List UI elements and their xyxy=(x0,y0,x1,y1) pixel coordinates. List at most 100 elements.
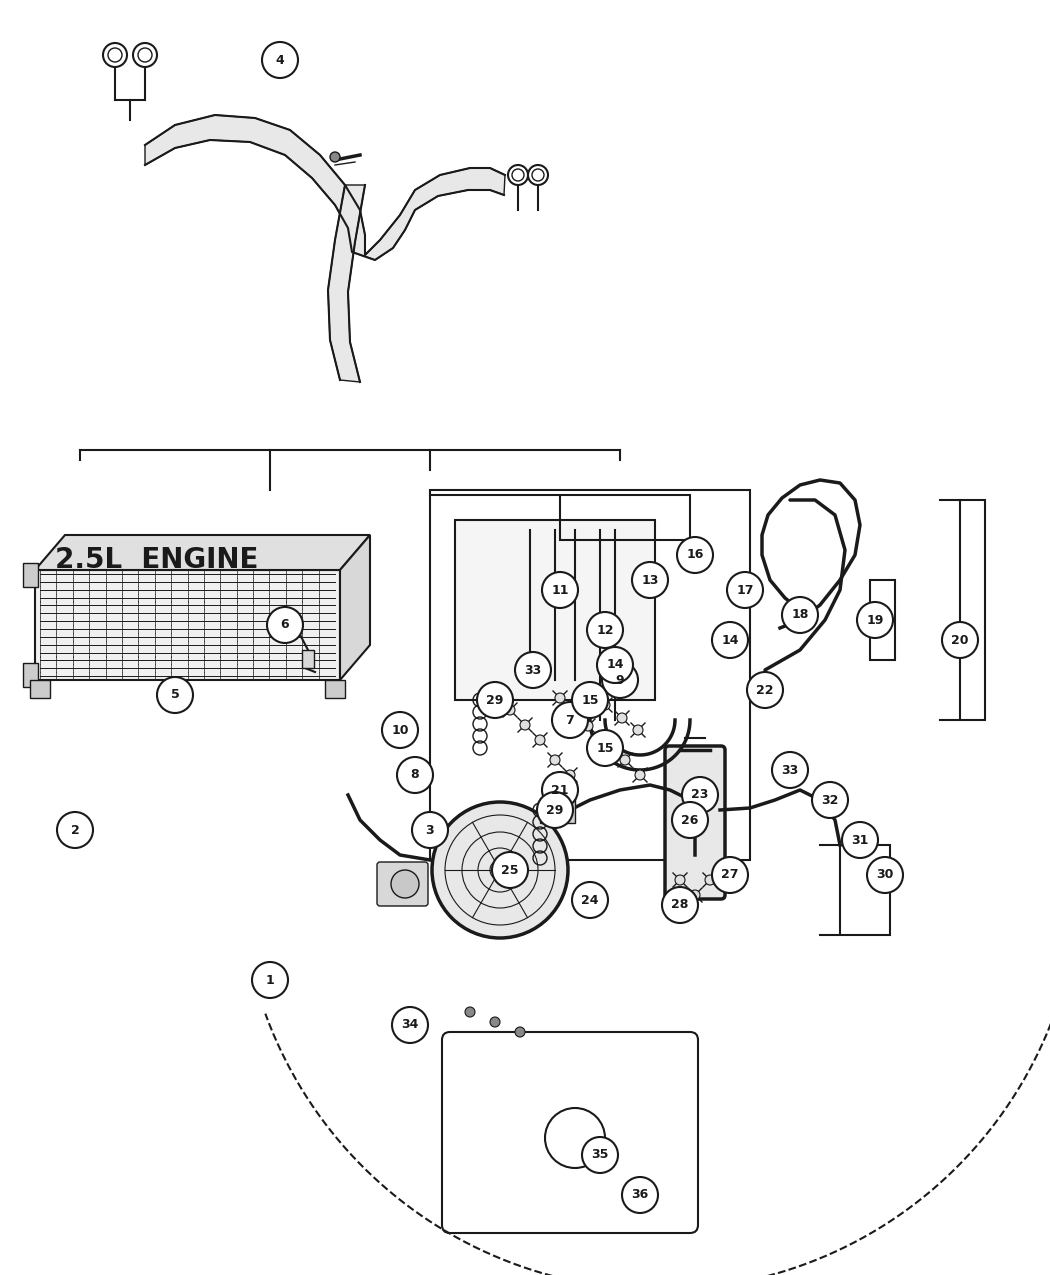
Text: 19: 19 xyxy=(866,613,884,626)
Circle shape xyxy=(512,170,524,181)
Circle shape xyxy=(772,752,808,788)
FancyBboxPatch shape xyxy=(377,862,428,907)
Bar xyxy=(30,680,50,697)
Circle shape xyxy=(635,770,645,780)
Circle shape xyxy=(555,775,565,785)
Circle shape xyxy=(508,164,528,185)
Circle shape xyxy=(382,711,418,748)
Circle shape xyxy=(570,708,580,717)
Text: 36: 36 xyxy=(631,1188,649,1201)
Circle shape xyxy=(552,703,588,738)
Bar xyxy=(430,490,750,861)
Text: 15: 15 xyxy=(582,694,598,706)
Circle shape xyxy=(397,757,433,793)
Circle shape xyxy=(617,713,627,723)
Text: 29: 29 xyxy=(486,694,504,706)
Circle shape xyxy=(330,152,340,162)
Circle shape xyxy=(600,700,610,710)
Text: 11: 11 xyxy=(551,584,569,597)
Circle shape xyxy=(432,802,568,938)
Text: 25: 25 xyxy=(501,863,519,876)
Circle shape xyxy=(158,677,193,713)
Text: 30: 30 xyxy=(877,868,894,881)
Text: 15: 15 xyxy=(596,742,614,755)
Text: 8: 8 xyxy=(411,769,419,782)
Text: 17: 17 xyxy=(736,584,754,597)
Circle shape xyxy=(572,682,608,718)
Circle shape xyxy=(514,1026,525,1037)
Circle shape xyxy=(727,572,763,608)
Bar xyxy=(302,650,314,668)
Circle shape xyxy=(108,48,122,62)
Circle shape xyxy=(133,43,158,68)
Bar xyxy=(23,663,38,687)
Circle shape xyxy=(465,1007,475,1017)
Text: 2.5L  ENGINE: 2.5L ENGINE xyxy=(55,546,258,574)
FancyBboxPatch shape xyxy=(665,746,724,899)
Bar xyxy=(560,495,690,541)
Circle shape xyxy=(857,602,892,638)
Circle shape xyxy=(542,572,578,608)
Circle shape xyxy=(620,755,630,765)
Circle shape xyxy=(528,164,548,185)
Circle shape xyxy=(537,792,573,827)
Text: 3: 3 xyxy=(425,824,435,836)
Circle shape xyxy=(492,852,528,887)
Circle shape xyxy=(252,963,288,998)
Text: 14: 14 xyxy=(721,634,739,646)
Text: 5: 5 xyxy=(170,688,180,701)
Circle shape xyxy=(782,597,818,632)
Polygon shape xyxy=(340,536,370,680)
Circle shape xyxy=(505,705,514,715)
Circle shape xyxy=(550,755,560,765)
Bar xyxy=(960,500,985,720)
Circle shape xyxy=(391,870,419,898)
Circle shape xyxy=(542,771,578,808)
Circle shape xyxy=(675,875,685,885)
Text: 32: 32 xyxy=(821,793,839,807)
Circle shape xyxy=(392,1007,428,1043)
Circle shape xyxy=(677,537,713,572)
Circle shape xyxy=(532,170,544,181)
Text: 2: 2 xyxy=(70,824,80,836)
Circle shape xyxy=(565,770,575,780)
Text: 24: 24 xyxy=(582,894,598,907)
Bar xyxy=(540,798,575,822)
Text: 14: 14 xyxy=(606,658,624,672)
Bar xyxy=(326,680,345,697)
Text: 10: 10 xyxy=(392,723,408,737)
Text: 13: 13 xyxy=(642,574,658,586)
Text: 23: 23 xyxy=(691,788,709,802)
Circle shape xyxy=(587,731,623,766)
Text: 27: 27 xyxy=(721,868,739,881)
Circle shape xyxy=(477,682,513,718)
Circle shape xyxy=(842,822,878,858)
Circle shape xyxy=(490,1017,500,1026)
Circle shape xyxy=(867,857,903,892)
Circle shape xyxy=(705,875,715,885)
Circle shape xyxy=(514,652,551,688)
Text: 1: 1 xyxy=(266,974,274,987)
Text: 33: 33 xyxy=(524,663,542,677)
Circle shape xyxy=(812,782,848,819)
Circle shape xyxy=(662,887,698,923)
Circle shape xyxy=(712,857,748,892)
Circle shape xyxy=(262,42,298,78)
Text: 9: 9 xyxy=(615,673,625,686)
Circle shape xyxy=(622,1177,658,1213)
Bar xyxy=(840,845,890,935)
Bar xyxy=(23,564,38,586)
Circle shape xyxy=(582,1137,618,1173)
Circle shape xyxy=(536,734,545,745)
Circle shape xyxy=(632,562,668,598)
Circle shape xyxy=(412,812,448,848)
Circle shape xyxy=(602,662,638,697)
Circle shape xyxy=(587,612,623,648)
Circle shape xyxy=(712,622,748,658)
Circle shape xyxy=(690,890,700,900)
Text: 28: 28 xyxy=(671,899,689,912)
Polygon shape xyxy=(35,536,370,570)
Text: 12: 12 xyxy=(596,623,614,636)
Circle shape xyxy=(672,802,708,838)
Circle shape xyxy=(103,43,127,68)
